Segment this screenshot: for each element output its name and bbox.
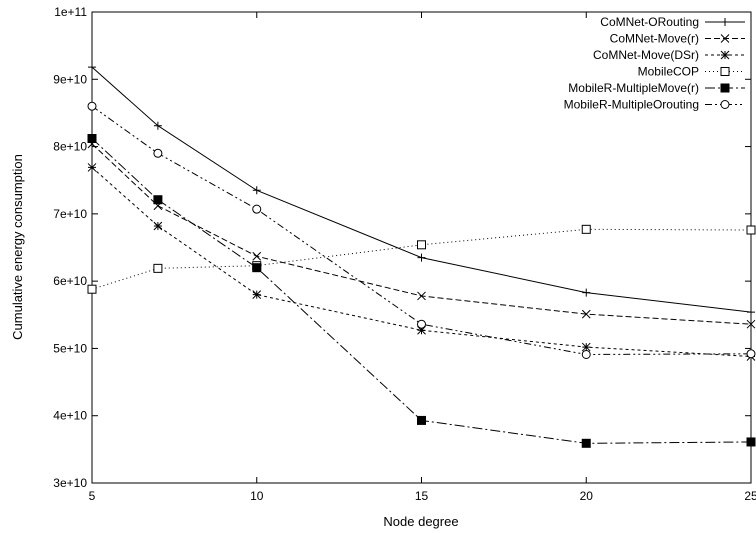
data-point (417, 415, 426, 425)
series-1 (88, 63, 755, 317)
data-point (87, 163, 97, 172)
series-line (91, 105, 752, 355)
data-point (417, 253, 426, 262)
data-point (747, 308, 755, 317)
legend-item: MobileR-MultipleMove(r) (568, 81, 745, 95)
x-tick-label: 10 (250, 489, 264, 503)
series-line (91, 66, 752, 313)
series-line (91, 167, 752, 358)
data-point (582, 288, 591, 297)
data-point (153, 195, 163, 205)
data-point (252, 290, 262, 299)
series-line (91, 143, 752, 325)
series-layer (87, 63, 756, 448)
data-point (417, 240, 426, 250)
data-point (581, 349, 591, 359)
legend-label: CoMNet-Move(DSr) (593, 48, 699, 62)
legend-marker (720, 34, 730, 43)
data-point (746, 319, 756, 329)
y-tick-label: 7e+10 (53, 207, 87, 221)
data-point (153, 263, 163, 273)
y-tick-label: 4e+10 (53, 409, 87, 423)
series-5 (87, 133, 756, 448)
y-tick-label: 6e+10 (53, 274, 87, 288)
data-point (417, 325, 426, 335)
y-tick-label: 3e+10 (53, 476, 87, 490)
data-point (581, 342, 591, 352)
legend-item: CoMNet-Move(DSr) (593, 48, 745, 62)
axis-ticks: 5 10 15 20 25 3e+10 4e+10 5e+10 6e+10 7e+10 8e+10 9… (53, 5, 756, 503)
legend-marker (720, 67, 730, 76)
legend-marker (721, 18, 729, 26)
series-line (91, 138, 752, 444)
data-point (746, 437, 756, 447)
data-point (746, 349, 756, 359)
data-point (746, 225, 756, 235)
data-point (153, 221, 163, 231)
series-6 (87, 101, 756, 359)
y-tick-label: 8e+10 (53, 140, 87, 154)
legend-label: CoMNet-ORouting (600, 15, 699, 29)
data-point (153, 121, 162, 130)
data-point (87, 101, 97, 111)
legend-label: MobileCOP (638, 65, 699, 79)
y-axis-label: Cumulative energy consumption (10, 154, 25, 340)
data-point (581, 309, 591, 319)
series-2 (87, 139, 756, 329)
legend-marker (720, 83, 730, 93)
x-axis-label: Node degree (383, 514, 458, 529)
data-point (252, 186, 261, 195)
legend-label: MobileR-MultipleMove(r) (568, 81, 699, 95)
legend-item: MobileR-MultipleOrouting (564, 98, 745, 112)
legend-item: MobileCOP (638, 65, 745, 79)
y-tick-label: 9e+10 (53, 72, 87, 86)
legend-item: CoMNet-ORouting (600, 15, 745, 29)
legend-marker (720, 100, 730, 109)
data-point (252, 251, 262, 261)
y-tick-label: 5e+10 (53, 341, 87, 355)
data-point (417, 319, 426, 329)
x-tick-label: 25 (744, 489, 756, 503)
data-point (252, 204, 262, 214)
x-tick-label: 20 (580, 489, 594, 503)
data-point (153, 148, 163, 158)
x-tick-label: 15 (415, 489, 429, 503)
legend-label: MobileR-MultipleOrouting (564, 98, 699, 112)
legend-item: CoMNet-Move(r) (610, 32, 745, 46)
data-point (87, 133, 97, 143)
y-tick-label: 1e+11 (54, 5, 87, 19)
x-tick-label: 5 (89, 489, 96, 503)
data-point (252, 263, 262, 273)
legend-label: CoMNet-Move(r) (610, 32, 699, 46)
data-point (88, 63, 96, 72)
data-point (581, 438, 591, 448)
series-3 (87, 163, 756, 361)
data-point (417, 291, 426, 301)
data-point (581, 224, 591, 234)
legend: CoMNet-ORouting CoMNet-Move(r) CoMNet-Move… (564, 15, 745, 112)
legend-marker (720, 50, 730, 60)
data-point (87, 284, 97, 294)
